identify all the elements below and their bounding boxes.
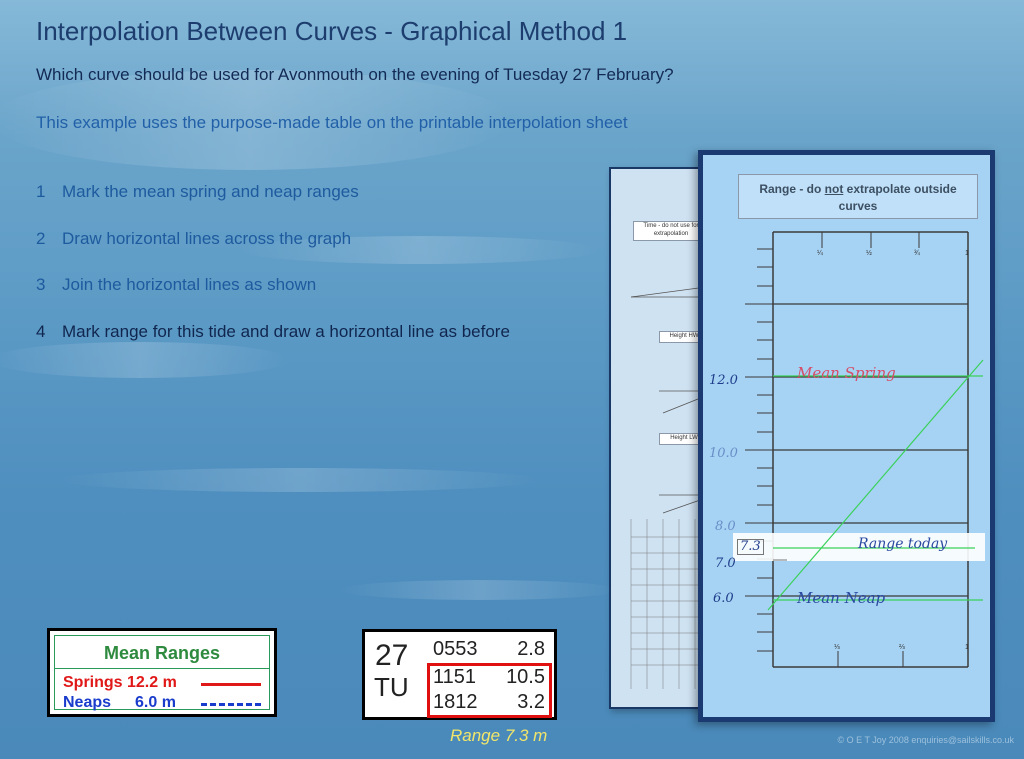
bottom-tick-label: 1 (965, 644, 969, 651)
warning-prefix: Range - do (759, 182, 825, 196)
step-text: Draw horizontal lines across the graph (62, 229, 352, 248)
warning-text: Range - do not extrapolate outside curve… (739, 181, 977, 215)
divider (55, 668, 269, 669)
step-text: Join the horizontal lines as shown (62, 275, 317, 294)
range-today-band (733, 533, 985, 561)
range-caption: Range 7.3 m (450, 726, 548, 745)
step-3: 3 Join the horizontal lines as shown (36, 275, 316, 295)
neaps-value: 6.0 m (135, 694, 176, 711)
step-number: 2 (36, 229, 46, 248)
step-text: Mark range for this tide and draw a hori… (62, 322, 510, 341)
y-label: 6.0 (713, 591, 734, 606)
springs-label: Springs 12.2 m (63, 674, 177, 691)
mean-ranges-title: Mean Ranges (103, 643, 221, 663)
neaps-line-sample (201, 703, 261, 706)
top-tick-label: ¼ (817, 250, 823, 257)
mean-ranges-box: Mean Ranges Springs 12.2 m Neaps 6.0 m (47, 628, 277, 717)
top-tick-label: ½ (866, 250, 872, 257)
height-lw-box: Height LW (659, 433, 709, 445)
springs-line-sample (201, 683, 261, 686)
tide-table-box: 27 TU 0553 2.8 1151 10.5 1812 3.2 (362, 629, 557, 720)
tide-day: 27 (375, 639, 409, 672)
tide-height: 3.2 (517, 691, 545, 713)
note-text: This example uses the purpose-made table… (36, 113, 628, 132)
question-text: Which curve should be used for Avonmouth… (36, 65, 674, 84)
y-label: 7.0 (715, 556, 736, 571)
step-number: 4 (36, 322, 46, 341)
back-sheet: Time - do not use for extrapolation Heig… (609, 167, 713, 709)
step-number: 3 (36, 275, 46, 294)
mean-spring-label: Mean Spring (797, 364, 896, 382)
step-1: 1 Mark the mean spring and neap ranges (36, 182, 359, 202)
mean-ranges-frame: Mean Ranges Springs 12.2 m Neaps 6.0 m (54, 635, 270, 712)
step-number: 1 (36, 182, 46, 201)
back-sheet-scales (630, 286, 709, 689)
top-tick-label: ¾ (914, 250, 920, 257)
warning-line2: curves (838, 199, 878, 213)
range-today-value: 7.3 (737, 539, 764, 555)
evening-tide-highlight (427, 663, 552, 718)
page-title: Interpolation Between Curves - Graphical… (36, 16, 628, 46)
bottom-tick-label: ⅓ (834, 644, 840, 651)
top-tick-label: 1 (965, 250, 969, 257)
step-2: 2 Draw horizontal lines across the graph (36, 229, 351, 249)
copyright: © O E T Joy 2008 enquiries@sailskills.co… (837, 735, 1014, 745)
warning-not: not (824, 182, 844, 196)
fraction-ticks (821, 232, 920, 667)
tide-time: 1151 (433, 666, 477, 688)
mean-neap-label: Mean Neap (797, 589, 886, 607)
y-label: 8.0 (715, 519, 736, 534)
interpolation-sheet: Range - do not extrapolate outside curve… (698, 150, 995, 722)
interpolation-line (767, 359, 984, 611)
tide-day-of-week: TU (374, 672, 409, 702)
step-4: 4 Mark range for this tide and draw a hor… (36, 322, 510, 342)
bottom-tick-label: ⅔ (899, 644, 905, 651)
time-box: Time - do not use for extrapolation (633, 221, 709, 241)
graph-grid (773, 303, 968, 597)
neaps-row: Neaps 6.0 m (63, 694, 176, 712)
y-label: 12.0 (709, 373, 738, 388)
range-graph (733, 231, 985, 668)
y-label: 10.0 (709, 446, 738, 461)
warning-box: Range - do not extrapolate outside curve… (738, 174, 978, 219)
tide-time: 1812 (433, 691, 478, 713)
tide-height: 10.5 (506, 666, 545, 688)
tide-time: 0553 (433, 638, 478, 660)
left-ticks (745, 248, 773, 652)
range-today-label: Range today (858, 536, 948, 552)
neaps-label: Neaps (63, 694, 112, 711)
horizontal-lines (773, 375, 983, 601)
warning-suffix: extrapolate outside (843, 182, 957, 196)
step-text: Mark the mean spring and neap ranges (62, 182, 359, 201)
tide-height: 2.8 (517, 638, 545, 660)
